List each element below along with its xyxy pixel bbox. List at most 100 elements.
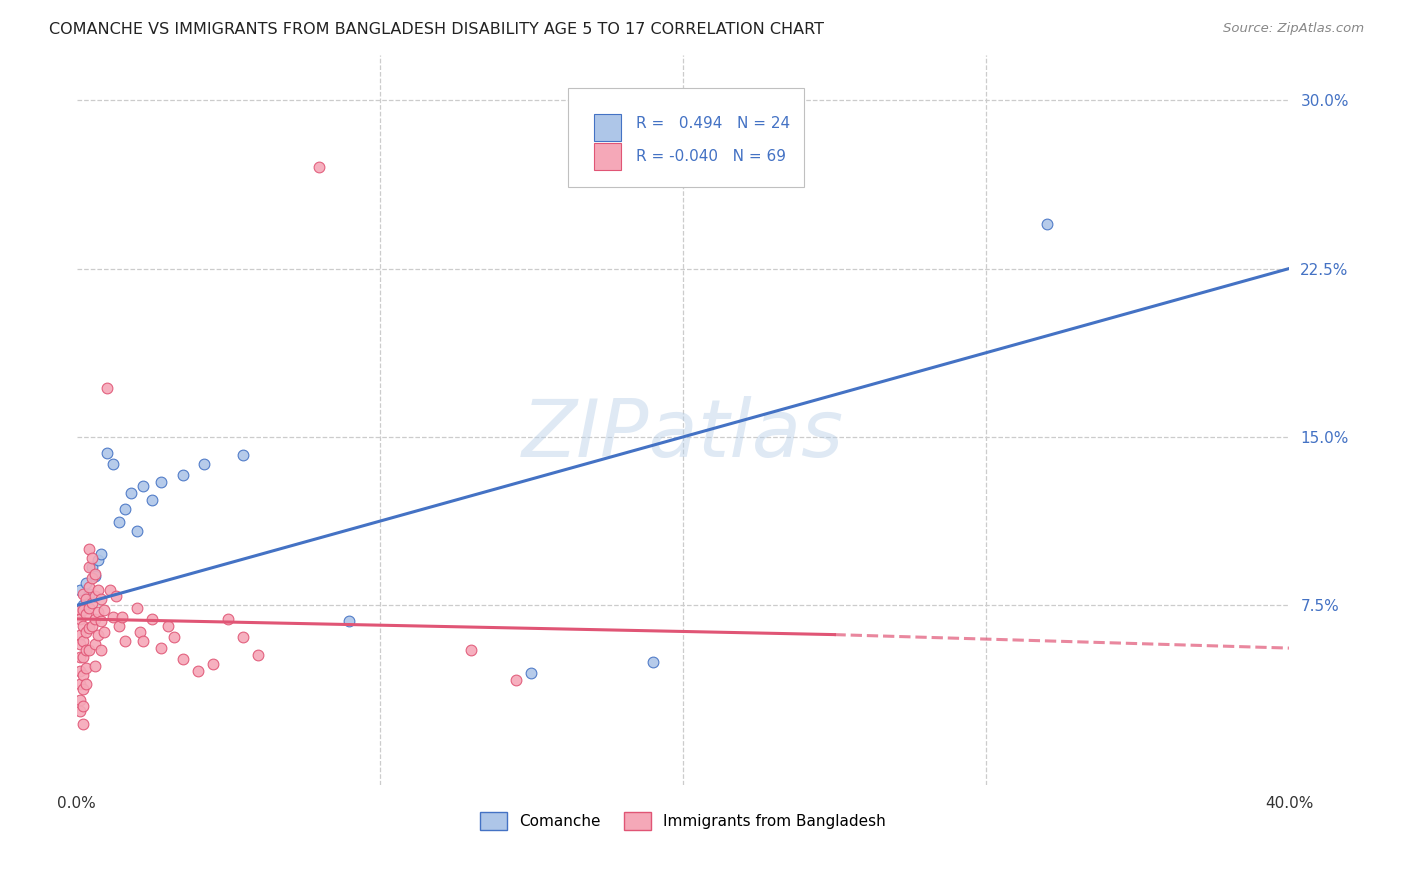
Point: [72, 634, 94, 648]
Point: [96, 380, 118, 394]
Point: [75, 625, 97, 640]
Point: [72, 599, 94, 613]
Point: [193, 457, 215, 471]
Point: [75, 643, 97, 657]
Point: [505, 673, 527, 687]
Point: [1035, 217, 1057, 231]
Point: [77, 581, 100, 595]
Point: [69, 603, 91, 617]
Point: [72, 717, 94, 731]
Point: [77, 560, 100, 574]
Point: [69, 677, 91, 691]
Point: [69, 692, 91, 706]
Text: R =   0.494   N = 24: R = 0.494 N = 24: [636, 116, 790, 131]
Point: [150, 641, 173, 656]
Point: [232, 448, 254, 462]
Point: [108, 618, 131, 632]
Point: [72, 668, 94, 682]
Point: [460, 643, 482, 657]
Point: [77, 542, 100, 557]
Point: [127, 524, 149, 539]
Point: [69, 612, 91, 626]
Point: [101, 457, 124, 471]
Point: [69, 637, 91, 651]
Point: [132, 634, 155, 648]
FancyBboxPatch shape: [568, 88, 804, 186]
Point: [72, 650, 94, 665]
Point: [87, 627, 110, 641]
Point: [93, 603, 115, 617]
Point: [87, 605, 110, 619]
Point: [87, 553, 110, 567]
Point: [83, 659, 105, 673]
Point: [77, 600, 100, 615]
Point: [72, 618, 94, 632]
Point: [96, 445, 118, 459]
Point: [69, 582, 91, 597]
Bar: [595, 143, 621, 170]
Point: [201, 657, 224, 671]
Point: [339, 614, 361, 628]
Point: [172, 652, 194, 666]
Point: [80, 551, 103, 566]
Point: [83, 612, 105, 626]
Point: [75, 677, 97, 691]
Point: [83, 566, 105, 581]
Point: [77, 621, 100, 635]
Point: [114, 634, 136, 648]
Point: [232, 630, 254, 644]
Point: [98, 582, 121, 597]
Point: [90, 614, 112, 628]
Point: [247, 648, 270, 662]
Point: [308, 161, 330, 175]
Point: [75, 576, 97, 591]
Point: [129, 625, 152, 640]
Point: [75, 607, 97, 622]
Point: [69, 650, 91, 665]
Text: R = -0.040   N = 69: R = -0.040 N = 69: [636, 149, 786, 164]
Bar: [595, 113, 621, 141]
Point: [141, 612, 163, 626]
Point: [150, 475, 173, 489]
Point: [217, 612, 239, 626]
Point: [77, 587, 100, 601]
Point: [162, 630, 184, 644]
Point: [83, 637, 105, 651]
Point: [641, 655, 664, 669]
Point: [69, 627, 91, 641]
Point: [69, 704, 91, 718]
Point: [75, 591, 97, 606]
Point: [80, 596, 103, 610]
Point: [101, 609, 124, 624]
Point: [72, 603, 94, 617]
Point: [156, 618, 179, 632]
Point: [141, 492, 163, 507]
Point: [75, 661, 97, 675]
Point: [104, 590, 127, 604]
Point: [120, 486, 142, 500]
Point: [132, 479, 155, 493]
Point: [90, 591, 112, 606]
Point: [90, 547, 112, 561]
Point: [83, 569, 105, 583]
Point: [69, 664, 91, 678]
Point: [80, 560, 103, 574]
Point: [114, 501, 136, 516]
Point: [90, 643, 112, 657]
Legend: Comanche, Immigrants from Bangladesh: Comanche, Immigrants from Bangladesh: [474, 806, 893, 836]
Point: [83, 590, 105, 604]
Text: Source: ZipAtlas.com: Source: ZipAtlas.com: [1223, 22, 1364, 36]
Point: [72, 587, 94, 601]
Point: [172, 468, 194, 483]
Text: COMANCHE VS IMMIGRANTS FROM BANGLADESH DISABILITY AGE 5 TO 17 CORRELATION CHART: COMANCHE VS IMMIGRANTS FROM BANGLADESH D…: [49, 22, 824, 37]
Point: [93, 625, 115, 640]
Point: [80, 618, 103, 632]
Point: [77, 643, 100, 657]
Point: [87, 582, 110, 597]
Point: [520, 665, 543, 680]
Point: [72, 699, 94, 714]
Text: ZIPatlas: ZIPatlas: [522, 396, 844, 474]
Point: [111, 609, 134, 624]
Point: [127, 600, 149, 615]
Point: [80, 571, 103, 585]
